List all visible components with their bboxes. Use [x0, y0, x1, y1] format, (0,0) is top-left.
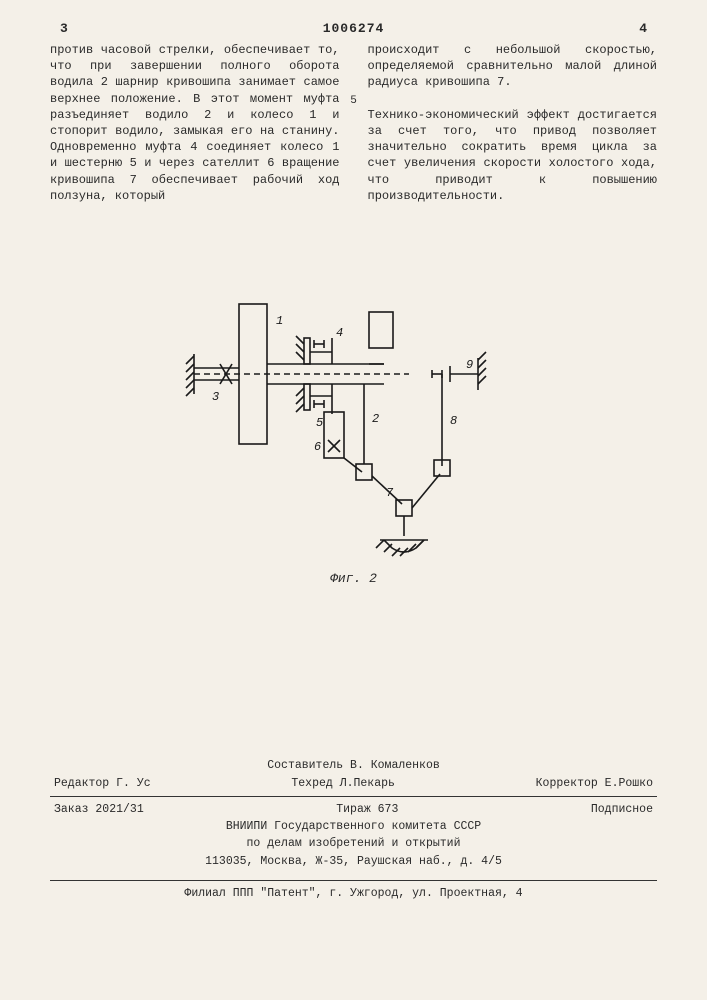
figure-caption: Фиг. 2: [50, 570, 657, 588]
header: 3 1006274 4: [50, 20, 657, 42]
left-wall-hatching: [186, 354, 194, 396]
editor: Редактор Г. Ус: [54, 775, 151, 792]
order-number: Заказ 2021/31: [54, 801, 144, 818]
podpisnoe: Подписное: [591, 801, 653, 818]
document-number: 1006274: [323, 20, 385, 38]
mechanism-diagram: 1 2 3 4 5 6 7 8 9: [184, 264, 524, 564]
text-columns: против часовой стрелки, обеспечивает то,…: [50, 42, 657, 204]
label-5: 5: [316, 416, 323, 430]
clutch-4: [296, 336, 332, 364]
page-number-right: 4: [639, 20, 647, 38]
address-1: 113035, Москва, Ж-35, Раушская наб., д. …: [50, 853, 657, 870]
label-8: 8: [450, 414, 457, 428]
branch-line: Филиал ППП "Патент", г. Ужгород, ул. Про…: [50, 885, 657, 902]
label-4: 4: [336, 326, 343, 340]
tirazh: Тираж 673: [336, 801, 398, 818]
label-3: 3: [212, 390, 219, 404]
label-7: 7: [386, 486, 394, 500]
label-9: 9: [466, 358, 473, 372]
compiler-line: Составитель В. Комаленков: [50, 757, 657, 774]
page-number-left: 3: [60, 20, 68, 38]
org-line-1: ВНИИПИ Государственного комитета СССР: [50, 818, 657, 835]
left-column: против часовой стрелки, обеспечивает то,…: [50, 42, 340, 204]
page: 3 1006274 4 против часовой стрелки, обес…: [0, 0, 707, 1000]
figure-2: 1 2 3 4 5 6 7 8 9: [50, 264, 657, 564]
label-6: 6: [314, 440, 321, 454]
corrector: Корректор Е.Рошко: [536, 775, 653, 792]
clutch-9: [432, 352, 486, 390]
credits-block: Составитель В. Комаленков Редактор Г. Ус…: [50, 757, 657, 902]
label-1: 1: [276, 314, 283, 328]
org-line-2: по делам изобретений и открытий: [50, 835, 657, 852]
label-2: 2: [372, 412, 379, 426]
line-number-5: 5: [350, 94, 357, 109]
die-base: [376, 540, 428, 556]
right-column: происходит с небольшой скоростью, опреде…: [368, 42, 658, 204]
techred: Техред Л.Пекарь: [291, 775, 395, 792]
